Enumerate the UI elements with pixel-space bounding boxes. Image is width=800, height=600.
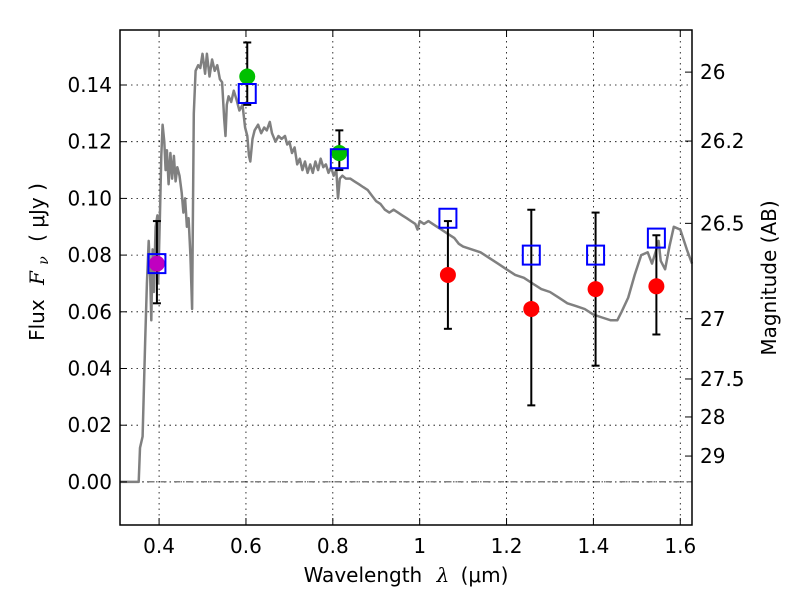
y2-tick-label: 26.5 <box>700 211 745 235</box>
observed-point <box>239 68 256 85</box>
x-tick-label: 0.8 <box>317 534 349 558</box>
y2-tick-label: 28 <box>700 405 725 429</box>
x-axis-label-symbol: λ <box>436 563 450 587</box>
y2-tick-label: 27.5 <box>700 367 745 391</box>
x-axis-label: Wavelength λ (μm) <box>304 563 509 587</box>
observed-point <box>439 266 456 283</box>
x-tick-label: 1.6 <box>664 534 696 558</box>
x-tick-label: 1 <box>413 534 426 558</box>
y2-tick-label: 27 <box>700 307 725 331</box>
x-tick-label: 0.6 <box>230 534 262 558</box>
x-ticks: 0.4 0.6 0.8 1 1.2 1.4 1.6 <box>143 30 696 558</box>
y-axis-label-subscript: ν <box>36 256 52 265</box>
y2-ticks: 26 26.2 26.5 27 27.5 28 29 <box>685 60 745 468</box>
y2-tick-label: 26 <box>700 60 725 84</box>
observed-point <box>331 145 348 162</box>
model-point <box>521 244 541 266</box>
y-tick-label: 0.10 <box>67 186 112 210</box>
y-tick-label: 0.06 <box>67 300 112 324</box>
model-point <box>237 83 257 105</box>
model-point <box>438 207 458 229</box>
y-tick-label: 0.04 <box>67 357 112 381</box>
y-tick-label: 0.02 <box>67 413 112 437</box>
model-point <box>646 227 666 249</box>
y-tick-label: 0.12 <box>67 130 112 154</box>
y-axis-label-unit: ( μJy ) <box>25 183 49 242</box>
y-axis-label-symbol: F <box>25 270 49 286</box>
x-tick-label: 0.4 <box>143 534 175 558</box>
x-axis-label-text: Wavelength <box>304 563 423 587</box>
model-point <box>586 244 606 266</box>
x-tick-label: 1.4 <box>578 534 610 558</box>
observed-point <box>648 278 665 295</box>
y2-tick-label: 26.2 <box>700 129 745 153</box>
observed-point <box>148 255 165 272</box>
y-tick-label: 0.00 <box>67 470 112 494</box>
plot-background <box>120 30 692 525</box>
model-point <box>147 253 167 275</box>
grid <box>120 30 692 525</box>
observed-point <box>523 300 540 317</box>
y2-tick-label: 29 <box>700 444 725 468</box>
y2-axis-label: Magnitude (AB) <box>757 200 781 355</box>
observed-point <box>587 281 604 298</box>
y-tick-label: 0.14 <box>67 73 112 97</box>
y-axis-label: Flux F ν ( μJy ) <box>25 183 53 341</box>
y-axis-label-text: Flux <box>25 299 49 341</box>
x-tick-label: 1.2 <box>491 534 523 558</box>
model-points-group <box>147 83 666 275</box>
model-point <box>329 148 349 170</box>
spectrum-line <box>120 52 694 484</box>
plot-frame <box>119 29 693 526</box>
y-ticks: 0.00 0.02 0.04 0.06 0.08 0.10 0.12 0.14 <box>67 73 127 494</box>
spectrum-group <box>120 52 694 484</box>
x-axis-label-unit: (μm) <box>461 563 509 587</box>
y-tick-label: 0.08 <box>67 243 112 267</box>
